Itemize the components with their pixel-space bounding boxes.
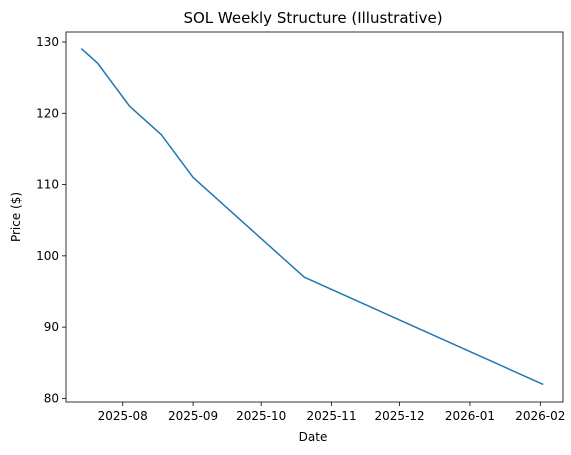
series-line [80, 48, 544, 386]
y-tick-label: 90 [44, 320, 59, 334]
x-axis: 2025-08 2025-09 2025-10 2025-11 2025-12 2026-… [98, 402, 565, 423]
x-tick-label: 2026-02 [515, 409, 565, 423]
x-tick-label: 2025-09 [168, 409, 218, 423]
y-tick-label: 100 [36, 249, 59, 263]
y-tick-label: 80 [44, 391, 59, 405]
x-tick-label: 2025-10 [236, 409, 286, 423]
plot-frame [65, 31, 564, 403]
chart-title: SOL Weekly Structure (Illustrative) [183, 9, 442, 27]
y-tick-label: 130 [36, 35, 59, 49]
x-tick-label: 2025-08 [98, 409, 148, 423]
y-tick-label: 110 [36, 178, 59, 192]
y-axis: 80 90 100 110 120 130 [36, 35, 66, 405]
y-axis-label: Price ($) [9, 192, 23, 242]
y-tick-label: 120 [36, 106, 59, 120]
x-axis-label: Date [299, 430, 328, 444]
x-tick-label: 2025-11 [306, 409, 356, 423]
x-tick-label: 2026-01 [445, 409, 495, 423]
x-tick-label: 2025-12 [375, 409, 425, 423]
